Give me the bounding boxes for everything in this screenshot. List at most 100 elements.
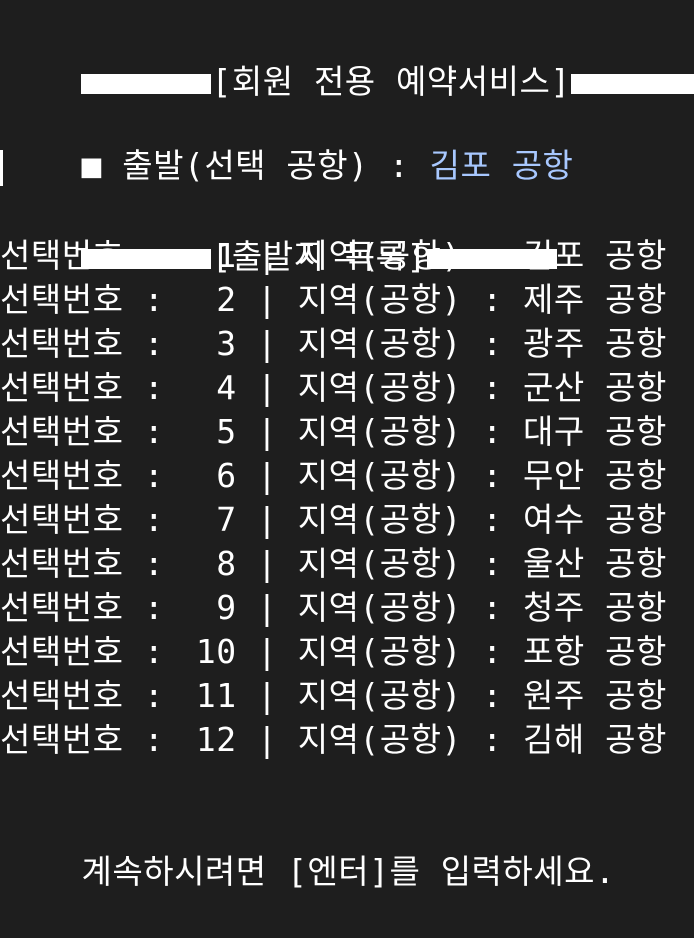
- selection-number: 4: [216, 368, 237, 407]
- selection-number: 7: [216, 500, 237, 539]
- region-label: 지역(공항): [297, 676, 462, 715]
- selection-number: 6: [216, 456, 237, 495]
- label-separator: :: [482, 368, 503, 407]
- label-separator: :: [482, 588, 503, 627]
- column-divider: |: [256, 632, 278, 671]
- list-item: 선택번호 : 11 | 지역(공항) : 원주 공항: [0, 674, 667, 718]
- column-divider: |: [256, 588, 278, 627]
- header-title: [회원 전용 예약서비스]: [211, 62, 571, 101]
- column-divider: |: [256, 544, 278, 583]
- list-item: 선택번호 : 3 | 지역(공항) : 광주 공항: [0, 322, 667, 366]
- airport-name: 김해 공항: [523, 720, 667, 759]
- label-separator: :: [143, 632, 165, 671]
- airport-name: 김포 공항: [523, 236, 667, 275]
- region-label: 지역(공항): [297, 456, 462, 495]
- selection-number-label: 선택번호: [0, 324, 124, 363]
- square-bullet-icon: ■: [81, 146, 123, 185]
- label-separator: :: [482, 544, 503, 583]
- list-title-line: [출발지 목록]: [0, 191, 557, 276]
- airport-name: 대구 공항: [523, 412, 667, 451]
- selection-number: 5: [216, 412, 237, 451]
- label-separator: :: [482, 280, 503, 319]
- list-title-left-bar: [81, 248, 212, 269]
- airport-name: 제주 공항: [523, 280, 667, 319]
- region-label: 지역(공항): [297, 632, 462, 671]
- departure-value: 김포 공항: [429, 146, 574, 185]
- region-label: 지역(공항): [297, 720, 462, 759]
- label-separator: :: [143, 324, 165, 363]
- footer-line: 계속하시려면 [엔터]를 입력하세요.: [0, 806, 615, 891]
- list-item: 선택번호 : 8 | 지역(공항) : 울산 공항: [0, 542, 667, 586]
- selection-number-label: 선택번호: [0, 588, 124, 627]
- header-left-bar: [81, 73, 212, 94]
- column-divider: |: [256, 236, 278, 275]
- label-separator: :: [143, 412, 165, 451]
- footer-prompt: 계속하시려면 [엔터]를 입력하세요.: [81, 852, 616, 891]
- label-separator: :: [143, 368, 165, 407]
- selection-number-label: 선택번호: [0, 236, 124, 275]
- selection-number: 3: [216, 324, 237, 363]
- label-separator: :: [482, 412, 503, 451]
- selection-number: 11: [195, 676, 237, 715]
- list-item: 선택번호 : 4 | 지역(공항) : 군산 공항: [0, 366, 667, 410]
- column-divider: |: [256, 500, 278, 539]
- list-title: [출발지 목록]: [211, 237, 427, 276]
- column-divider: |: [256, 280, 278, 319]
- departure-label: 출발(선택 공항) :: [122, 146, 430, 185]
- list-title-right-bar: [426, 248, 557, 269]
- label-separator: :: [143, 500, 165, 539]
- region-label: 지역(공항): [297, 324, 462, 363]
- column-divider: |: [256, 676, 278, 715]
- airport-name: 무안 공항: [523, 456, 667, 495]
- text-cursor: [0, 150, 3, 186]
- header-right-bar: [570, 73, 694, 94]
- list-item: 선택번호 : 2 | 지역(공항) : 제주 공항: [0, 278, 667, 322]
- list-item: 선택번호 : 9 | 지역(공항) : 청주 공항: [0, 586, 667, 630]
- selection-number-label: 선택번호: [0, 676, 124, 715]
- region-label: 지역(공항): [297, 588, 462, 627]
- list-item: 선택번호 : 5 | 지역(공항) : 대구 공항: [0, 410, 667, 454]
- airport-name: 군산 공항: [523, 368, 667, 407]
- label-separator: :: [482, 456, 503, 495]
- selection-number-label: 선택번호: [0, 456, 124, 495]
- airport-name: 청주 공항: [523, 588, 667, 627]
- label-separator: :: [482, 500, 503, 539]
- airport-name: 여수 공항: [523, 500, 667, 539]
- label-separator: :: [482, 676, 503, 715]
- selection-number: 2: [216, 280, 237, 319]
- region-label: 지역(공항): [297, 236, 462, 275]
- label-separator: :: [482, 632, 503, 671]
- departure-line: ■ 출발(선택 공항) : 김포 공항: [0, 100, 573, 185]
- column-divider: |: [256, 412, 278, 451]
- selection-number-label: 선택번호: [0, 720, 124, 759]
- selection-number: 9: [216, 588, 237, 627]
- label-separator: :: [143, 544, 165, 583]
- selection-number: 12: [195, 720, 237, 759]
- list-item: 선택번호 : 7 | 지역(공항) : 여수 공항: [0, 498, 667, 542]
- selection-number-label: 선택번호: [0, 280, 124, 319]
- header-line: [회원 전용 예약서비스]: [0, 16, 694, 101]
- airport-name: 광주 공항: [523, 324, 667, 363]
- label-separator: :: [143, 280, 165, 319]
- region-label: 지역(공항): [297, 412, 462, 451]
- label-separator: :: [143, 588, 165, 627]
- list-item: 선택번호 : 1 | 지역(공항) : 김포 공항: [0, 234, 667, 278]
- region-label: 지역(공항): [297, 280, 462, 319]
- airport-name: 포항 공항: [523, 632, 667, 671]
- selection-number-label: 선택번호: [0, 632, 124, 671]
- terminal-window: [회원 전용 예약서비스] ■ 출발(선택 공항) : 김포 공항 [출발지 목…: [0, 16, 694, 891]
- list-item: 선택번호 : 6 | 지역(공항) : 무안 공항: [0, 454, 667, 498]
- region-label: 지역(공항): [297, 368, 462, 407]
- label-separator: :: [482, 236, 503, 275]
- airport-name: 원주 공항: [523, 676, 667, 715]
- region-label: 지역(공항): [297, 500, 462, 539]
- label-separator: :: [482, 720, 503, 759]
- column-divider: |: [256, 324, 278, 363]
- list-item: 선택번호 : 10 | 지역(공항) : 포항 공항: [0, 630, 667, 674]
- column-divider: |: [256, 368, 278, 407]
- column-divider: |: [256, 720, 278, 759]
- column-divider: |: [256, 456, 278, 495]
- label-separator: :: [143, 720, 165, 759]
- list-item: 선택번호 : 12 | 지역(공항) : 김해 공항: [0, 718, 667, 762]
- selection-number-label: 선택번호: [0, 500, 124, 539]
